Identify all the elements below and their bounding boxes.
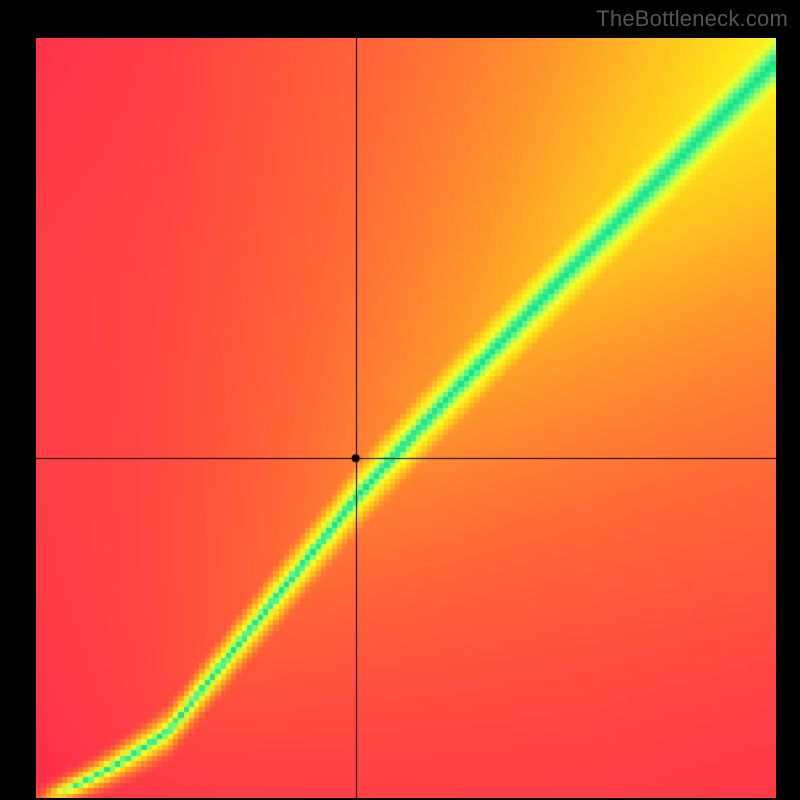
heatmap-plot	[36, 38, 776, 798]
watermark-text: TheBottleneck.com	[596, 6, 788, 32]
heatmap-canvas	[36, 38, 776, 798]
chart-container: TheBottleneck.com	[0, 0, 800, 800]
